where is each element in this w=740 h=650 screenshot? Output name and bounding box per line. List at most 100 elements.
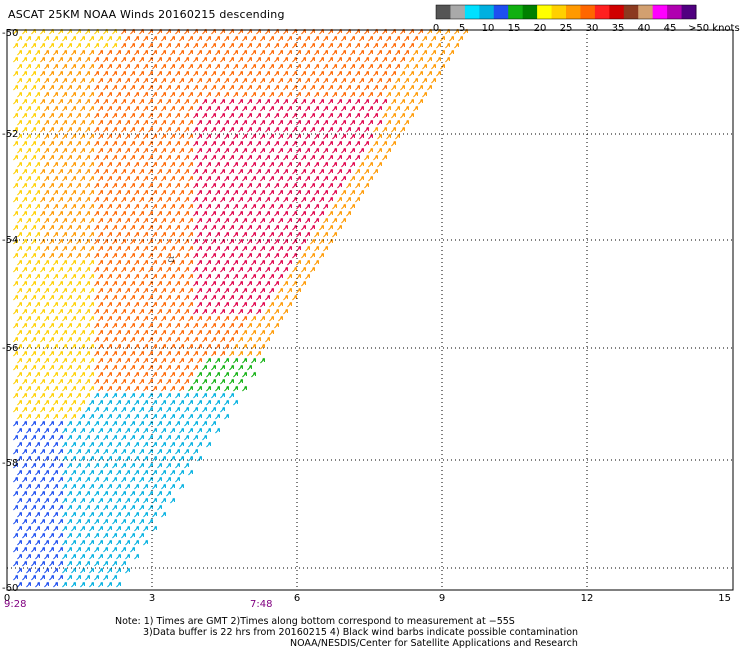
wind-barb bbox=[256, 322, 261, 329]
wind-barb bbox=[197, 329, 202, 336]
wind-barb bbox=[175, 294, 180, 301]
wind-barb bbox=[341, 175, 346, 182]
wind-barb bbox=[179, 315, 184, 322]
wind-barb bbox=[193, 154, 198, 161]
wind-barb bbox=[170, 301, 175, 308]
wind-barb bbox=[161, 119, 166, 126]
wind-barb bbox=[202, 434, 207, 441]
wind-barb bbox=[148, 182, 153, 189]
wind-barb bbox=[13, 252, 18, 259]
wind-barb bbox=[166, 42, 171, 49]
wind-barb bbox=[58, 42, 63, 49]
legend-swatch bbox=[479, 5, 495, 19]
wind-barb bbox=[17, 91, 22, 98]
wind-barb bbox=[58, 252, 63, 259]
wind-barb bbox=[242, 259, 247, 266]
wind-barb bbox=[220, 322, 225, 329]
wind-barb bbox=[76, 406, 81, 413]
wind-barb bbox=[238, 308, 243, 315]
wind-barb bbox=[332, 217, 337, 224]
wind-barb bbox=[22, 406, 27, 413]
wind-barb bbox=[44, 511, 49, 518]
wind-barb bbox=[80, 371, 85, 378]
wind-barb bbox=[386, 119, 391, 126]
wind-barb bbox=[220, 182, 225, 189]
wind-barb bbox=[179, 399, 184, 406]
wind-barb bbox=[170, 259, 175, 266]
wind-barb bbox=[26, 175, 31, 182]
wind-barb bbox=[184, 56, 189, 63]
wind-barb bbox=[44, 315, 49, 322]
wind-barb bbox=[85, 224, 90, 231]
wind-barb bbox=[107, 301, 112, 308]
wind-barb bbox=[112, 98, 117, 105]
wind-barb bbox=[94, 154, 99, 161]
wind-barb bbox=[188, 301, 193, 308]
wind-barb bbox=[31, 546, 36, 553]
wind-barb bbox=[40, 224, 45, 231]
wind-barb bbox=[76, 560, 81, 567]
wind-barb bbox=[13, 462, 18, 469]
wind-barb bbox=[170, 441, 175, 448]
wind-barb bbox=[148, 378, 153, 385]
wind-barb bbox=[305, 105, 310, 112]
wind-barb bbox=[206, 133, 211, 140]
wind-barb bbox=[121, 406, 126, 413]
wind-barb bbox=[314, 63, 319, 70]
wind-barb bbox=[71, 63, 76, 70]
wind-barb bbox=[314, 133, 319, 140]
wind-barb bbox=[89, 189, 94, 196]
wind-barb bbox=[125, 525, 130, 532]
wind-barb bbox=[116, 427, 121, 434]
wind-barb bbox=[197, 441, 202, 448]
wind-barb bbox=[287, 119, 292, 126]
map-title: ASCAT 25KM NOAA Winds 20160215 descendin… bbox=[8, 8, 285, 21]
wind-barb bbox=[26, 371, 31, 378]
wind-barb bbox=[184, 322, 189, 329]
wind-barb bbox=[314, 189, 319, 196]
wind-barb bbox=[22, 56, 27, 63]
wind-barb bbox=[323, 175, 328, 182]
wind-barb bbox=[22, 574, 27, 581]
wind-barb bbox=[71, 203, 76, 210]
wind-barb bbox=[364, 112, 369, 119]
wind-barb bbox=[445, 42, 450, 49]
wind-barb bbox=[71, 189, 76, 196]
wind-barb bbox=[350, 147, 355, 154]
wind-barb bbox=[139, 504, 144, 511]
wind-barb bbox=[251, 35, 256, 42]
wind-barb bbox=[193, 126, 198, 133]
wind-barb bbox=[40, 560, 45, 567]
wind-barb bbox=[53, 287, 58, 294]
wind-barb bbox=[148, 42, 153, 49]
wind-barb bbox=[35, 119, 40, 126]
wind-barb bbox=[220, 70, 225, 77]
wind-barb bbox=[71, 567, 76, 574]
wind-barb bbox=[260, 147, 265, 154]
wind-barb bbox=[98, 217, 103, 224]
wind-barb bbox=[184, 350, 189, 357]
wind-barb bbox=[260, 315, 265, 322]
wind-barb bbox=[202, 84, 207, 91]
wind-barb bbox=[40, 406, 45, 413]
wind-barb bbox=[89, 525, 94, 532]
wind-barb bbox=[134, 511, 139, 518]
wind-barb bbox=[71, 49, 76, 56]
wind-barb bbox=[287, 259, 292, 266]
wind-barb bbox=[305, 259, 310, 266]
wind-barb bbox=[107, 343, 112, 350]
wind-barb bbox=[53, 469, 58, 476]
wind-barb bbox=[94, 532, 99, 539]
legend-swatch bbox=[464, 5, 480, 19]
lon-label: 9 bbox=[439, 593, 445, 604]
legend-swatch bbox=[594, 5, 610, 19]
wind-barb bbox=[35, 385, 40, 392]
wind-barb bbox=[269, 189, 274, 196]
wind-barb bbox=[112, 420, 117, 427]
wind-barb bbox=[112, 168, 117, 175]
wind-barb bbox=[53, 301, 58, 308]
wind-barb bbox=[211, 308, 216, 315]
wind-barb bbox=[161, 63, 166, 70]
wind-barb bbox=[220, 56, 225, 63]
wind-barb bbox=[130, 546, 135, 553]
